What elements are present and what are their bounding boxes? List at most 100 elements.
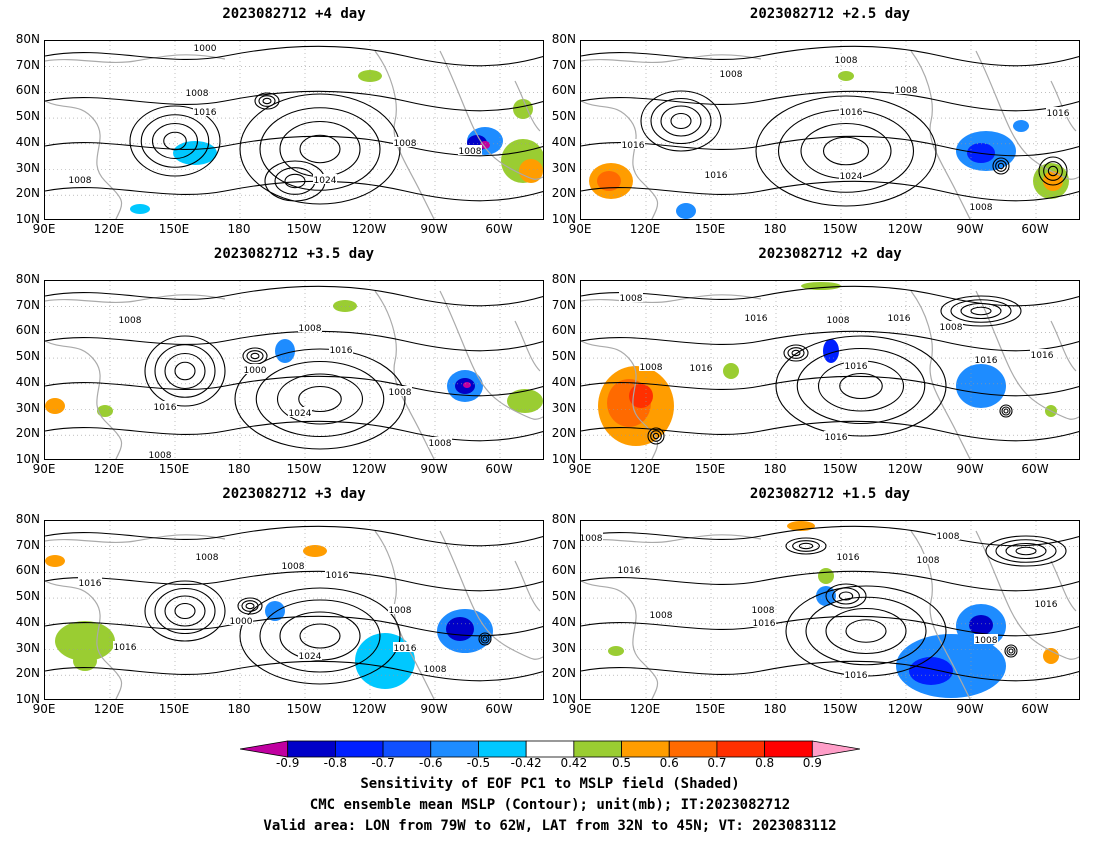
contour-label: 1008: [581, 534, 603, 544]
contour-label: 1016: [1031, 351, 1054, 361]
contour-label: 1016: [745, 314, 768, 324]
isobar: [45, 180, 543, 202]
lon-tick-label: 90E: [32, 702, 56, 716]
sensitivity-patch: [333, 300, 357, 312]
sensitivity-patch: [446, 617, 474, 641]
contour-label: 1016: [1035, 600, 1058, 610]
contour-label: 1016: [154, 403, 177, 413]
lat-tick-label: 50N: [15, 349, 40, 364]
map-frame: 1008 1008 1016 1000 1024 1016 1008 1008 1008: [44, 280, 544, 460]
lon-tick-label: 90W: [956, 462, 984, 476]
colorbar-segment: [430, 740, 479, 758]
isobar: [581, 90, 1079, 112]
lat-tick-label: 70N: [15, 57, 40, 72]
lon-tick-label: 180: [227, 702, 251, 716]
lat-tick-label: 30N: [551, 160, 576, 175]
isobar: [581, 180, 1079, 202]
lat-tick-label: 50N: [15, 589, 40, 604]
lat-tick-label: 40N: [551, 134, 576, 149]
colorbar-segment: [764, 740, 813, 758]
lon-tick-label: 120E: [629, 462, 661, 476]
contour-label: 1016: [79, 579, 102, 589]
lon-tick-label: 150E: [694, 462, 726, 476]
map-panel: 2023082712 +4 day 1000 1008 1016 1024 1008 100…: [16, 6, 544, 236]
lat-tick-label: 70N: [551, 537, 576, 552]
sensitivity-patch: [838, 71, 854, 81]
lat-tick-label: 30N: [15, 400, 40, 415]
contour-label: 1016: [114, 643, 137, 653]
lat-tick-label: 60N: [551, 563, 576, 578]
lon-tick-label: 90W: [420, 462, 448, 476]
lon-tick-label: 180: [763, 702, 787, 716]
contour-label: 1016: [618, 566, 641, 576]
sensitivity-patch: [1013, 120, 1029, 132]
lon-tick-label: 90W: [420, 702, 448, 716]
contour-label: 1008: [895, 86, 918, 96]
lat-tick-label: 10N: [551, 451, 576, 466]
map-panel: 2023082712 +3.5 day 1008 1008 1016 1000 1024 1…: [16, 246, 544, 476]
isobar: [45, 615, 543, 637]
lon-tick-label: 180: [763, 462, 787, 476]
sensitivity-patch: [597, 171, 621, 191]
isobar: [581, 570, 1079, 592]
lat-tick-label: 10N: [15, 451, 40, 466]
contour-label: 1008: [827, 316, 850, 326]
sensitivity-patch: [629, 384, 653, 408]
sensitivity-patch: [275, 339, 295, 363]
lat-tick-label: 80N: [551, 272, 576, 286]
panel-title: 2023082712 +4 day: [222, 6, 366, 22]
colorbar-segment: [668, 740, 718, 758]
contour-label: 1016: [330, 346, 353, 356]
coastline: [581, 530, 1079, 699]
lat-tick-label: 60N: [15, 323, 40, 338]
contour-label: 1008: [940, 323, 963, 333]
lon-tick-label: 150E: [694, 222, 726, 236]
caption-line-2: CMC ensemble mean MSLP (Contour); unit(m…: [309, 797, 791, 813]
contour-label: 1024: [840, 172, 863, 182]
map-svg: 1008 1008 1016 1000 1024 1008 1016 1008 1016 1016: [45, 521, 543, 699]
lon-tick-label: 120W: [351, 462, 387, 476]
contour-label: 1016: [845, 362, 868, 372]
contour-label: 1008: [69, 176, 92, 186]
lon-tick-label: 120W: [887, 462, 923, 476]
isobar: [581, 375, 1079, 397]
colorbar-tick-label: -0.7: [371, 756, 395, 770]
isobar: [581, 285, 1079, 307]
colorbar-tick-label: -0.5: [466, 756, 491, 770]
lon-tick-label: 180: [763, 222, 787, 236]
colorbar-segment: [525, 740, 575, 758]
contour-label: 1008: [394, 139, 417, 149]
lon-tick-label: 120W: [351, 222, 387, 236]
panel-title: 2023082712 +3 day: [222, 486, 366, 502]
lat-tick-label: 80N: [551, 32, 576, 46]
lon-tick-label: 60W: [485, 222, 513, 236]
sensitivity-patch: [1043, 648, 1059, 664]
contour-label: 1008: [970, 203, 993, 213]
map-frame: 1000 1008 1016 1024 1008 1008 1008: [44, 40, 544, 220]
isobar: [45, 525, 543, 547]
map-svg: 1000 1008 1016 1024 1008 1008 1008: [45, 41, 543, 219]
map-svg: 1008 1016 1008 1016 1016 1016 1016 1008 1016 1016…: [581, 281, 1079, 459]
sensitivity-patch: [519, 159, 543, 183]
lon-tick-label: 150E: [158, 462, 190, 476]
lat-tick-label: 60N: [15, 83, 40, 98]
lon-tick-label: 90E: [568, 222, 592, 236]
lon-tick-label: 60W: [1021, 462, 1049, 476]
lat-tick-label: 40N: [15, 374, 40, 389]
contour-label: 1016: [690, 364, 713, 374]
lon-tick-label: 150E: [694, 702, 726, 716]
sensitivity-patch: [358, 70, 382, 82]
map-svg: 1008 1008 1016 1024 1016 1008 1016 1008 1016: [581, 41, 1079, 219]
colorbar-segment: [478, 740, 527, 758]
isobar: [45, 570, 543, 592]
contour-label: 1016: [1047, 109, 1070, 119]
lat-tick-label: 40N: [551, 614, 576, 629]
lat-tick-label: 80N: [15, 512, 40, 526]
lat-tick-label: 30N: [551, 400, 576, 415]
lat-tick-label: 10N: [551, 211, 576, 226]
lon-tick-label: 120W: [351, 702, 387, 716]
sensitivity-patch: [513, 99, 533, 119]
lat-tick-label: 70N: [15, 297, 40, 312]
coastline: [45, 50, 543, 219]
colorbar-tick-label: -0.42: [510, 756, 542, 770]
